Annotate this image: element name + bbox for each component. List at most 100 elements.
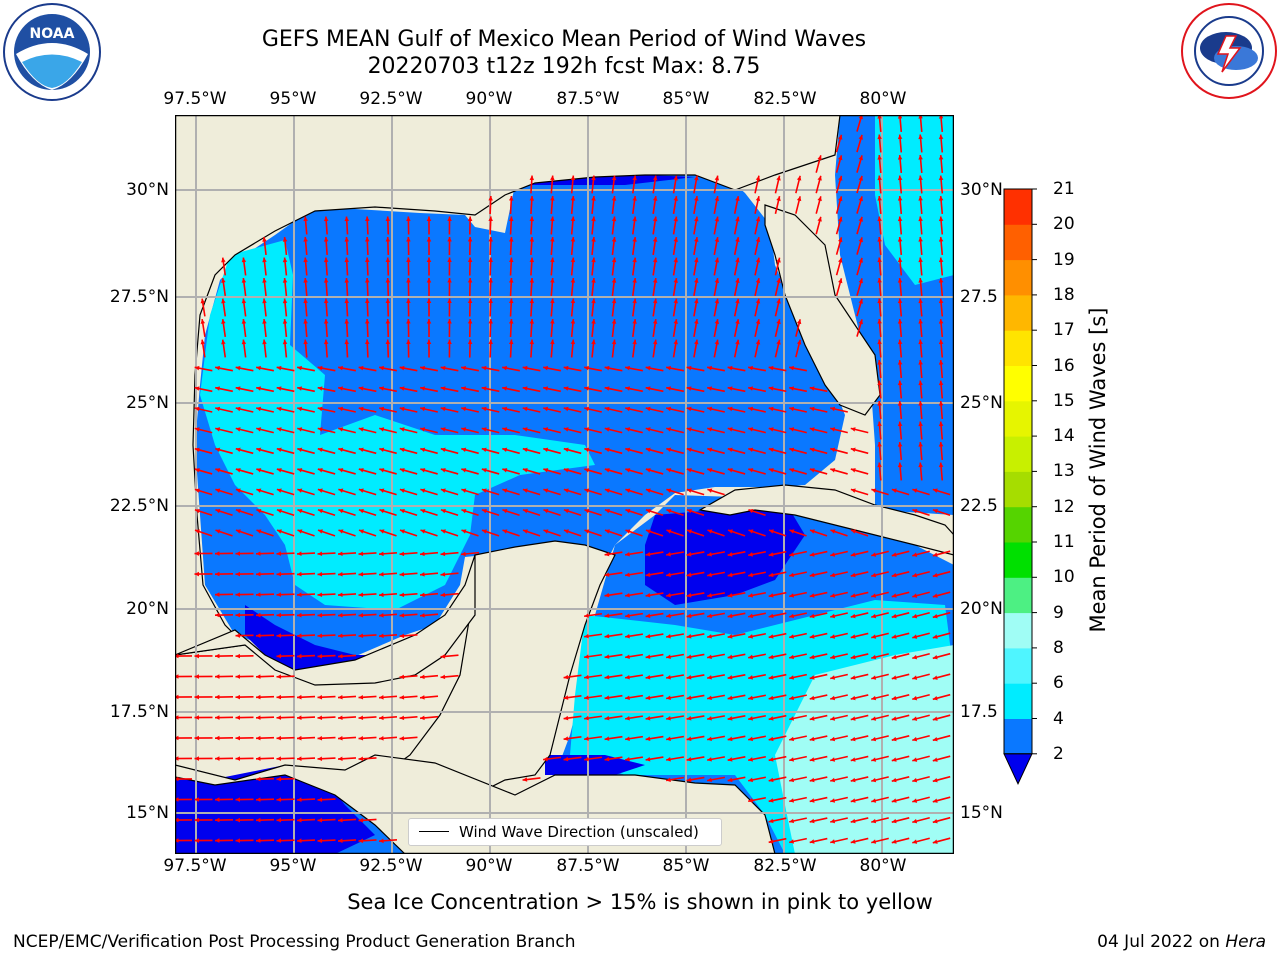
wind-arrow-head: [632, 278, 637, 283]
wind-arrow-head: [215, 817, 220, 823]
wind-arrow-head: [256, 488, 262, 493]
wind-arrow-head: [481, 529, 487, 534]
colorbar-segment: [1004, 365, 1032, 402]
wind-arrow-head: [871, 757, 877, 762]
wind-arrow-head: [522, 365, 528, 371]
wind-arrow-head: [858, 216, 863, 222]
wind-arrow-head: [276, 488, 282, 493]
lon-label-bottom-80w: 80°W: [859, 856, 907, 876]
footer-date-text: 04 Jul 2022 on: [1097, 932, 1226, 952]
wind-arrow-head: [938, 401, 944, 406]
wind-arrow-head: [297, 694, 302, 700]
wind-arrow-head: [918, 134, 923, 140]
wind-arrow-head: [256, 735, 261, 741]
wind-arrow-head: [686, 695, 692, 701]
wind-arrow-head: [297, 386, 303, 391]
wind-arrow-head: [809, 406, 815, 412]
wind-arrow-head: [440, 386, 446, 391]
wind-arrow-head: [891, 818, 897, 824]
wind-arrow-head: [727, 675, 733, 680]
wind-arrow-head: [789, 406, 795, 412]
wind-arrow-head: [932, 818, 938, 824]
wind-arrow-head: [420, 674, 425, 680]
wind-arrow-head: [175, 735, 179, 741]
wind-arrow-head: [399, 674, 405, 680]
wind-arrow-head: [235, 592, 241, 597]
wind-arrow-head: [385, 278, 391, 283]
wind-arrow-head: [365, 216, 370, 222]
wind-arrow-head: [256, 817, 261, 823]
wind-arrow-head: [502, 365, 507, 371]
wind-arrow-head: [461, 365, 466, 371]
wind-arrow-head: [235, 447, 241, 453]
wind-arrow-head: [215, 508, 221, 514]
wind-arrow-head: [707, 447, 713, 453]
wind-arrow-head: [379, 468, 385, 473]
colorbar-segment: [1004, 330, 1032, 366]
wind-arrow-head: [897, 319, 903, 324]
wind-arrow-head: [932, 736, 938, 742]
wind-arrow-head: [871, 675, 877, 680]
wind-arrow-head: [755, 196, 761, 202]
wind-arrow-head: [768, 757, 774, 762]
wind-arrow-head: [420, 572, 425, 577]
wind-arrow-head: [796, 319, 802, 325]
wind-arrow-head: [748, 798, 753, 803]
wind-arrow-head: [768, 736, 774, 742]
wind-arrow-head: [625, 633, 630, 639]
wind-arrow-head: [591, 278, 596, 283]
wind-arrow-head: [175, 694, 179, 700]
wind-arrow-head: [317, 817, 323, 823]
wind-arrow-head: [666, 634, 671, 639]
wind-arrow-head: [809, 757, 815, 762]
wind-arrow-head: [877, 442, 882, 447]
wind-arrow-head: [297, 756, 302, 761]
wind-arrow-head: [912, 488, 918, 493]
wind-arrow-head: [809, 613, 815, 619]
wind-arrow-head: [877, 401, 882, 406]
wind-arrow-head: [645, 427, 651, 432]
wind-arrow-head: [235, 427, 241, 432]
lat-label-right-27-5: 27.5: [960, 287, 998, 307]
wind-arrow-head: [796, 196, 802, 202]
wind-arrow-head: [625, 488, 631, 493]
wind-arrow-head: [317, 447, 323, 453]
wind-arrow-head: [673, 339, 678, 345]
wind-arrow-head: [529, 339, 535, 345]
wind-arrow-head: [830, 468, 836, 473]
wind-arrow-head: [522, 427, 528, 432]
wind-arrow-head: [673, 196, 678, 201]
wind-arrow-head: [604, 695, 610, 700]
wind-arrow-head: [897, 278, 903, 283]
wind-arrow-head: [481, 447, 487, 453]
wind-arrow-head: [467, 216, 473, 222]
wind-arrow-head: [317, 633, 323, 638]
wind-arrow-head: [276, 756, 282, 761]
wind-arrow-head: [338, 488, 344, 493]
wind-arrow-head: [584, 715, 589, 721]
wind-arrow-head: [938, 175, 944, 181]
wind-arrow-head: [420, 468, 426, 473]
wind-arrow-head: [194, 365, 200, 371]
wind-arrow-head: [276, 715, 282, 720]
wind-arrow-head: [175, 817, 179, 823]
colorbar-tick-label: 12: [1053, 496, 1075, 517]
wind-arrow-head: [858, 175, 863, 181]
wind-arrow-head: [755, 257, 761, 263]
wind-arrow-head: [748, 593, 753, 598]
wind-arrow-head: [467, 298, 473, 304]
colorbar-segment: [1004, 683, 1032, 719]
lat-label-left-20n: 20°N: [126, 599, 169, 619]
wind-arrow-head: [303, 278, 308, 283]
wind-arrow-head: [645, 715, 651, 721]
lon-label-bottom-85w: 85°W: [662, 856, 710, 876]
wind-arrow-head: [221, 339, 226, 345]
wind-arrow-head: [338, 715, 343, 721]
wind-arrow-head: [256, 447, 262, 453]
wind-arrow-head: [297, 571, 302, 577]
wind-arrow-head: [467, 237, 473, 242]
wind-arrow-head: [194, 571, 199, 577]
lon-label-top-95w: 95°W: [269, 89, 317, 109]
wind-arrow-head: [707, 757, 712, 762]
wind-arrow-head: [358, 715, 364, 721]
